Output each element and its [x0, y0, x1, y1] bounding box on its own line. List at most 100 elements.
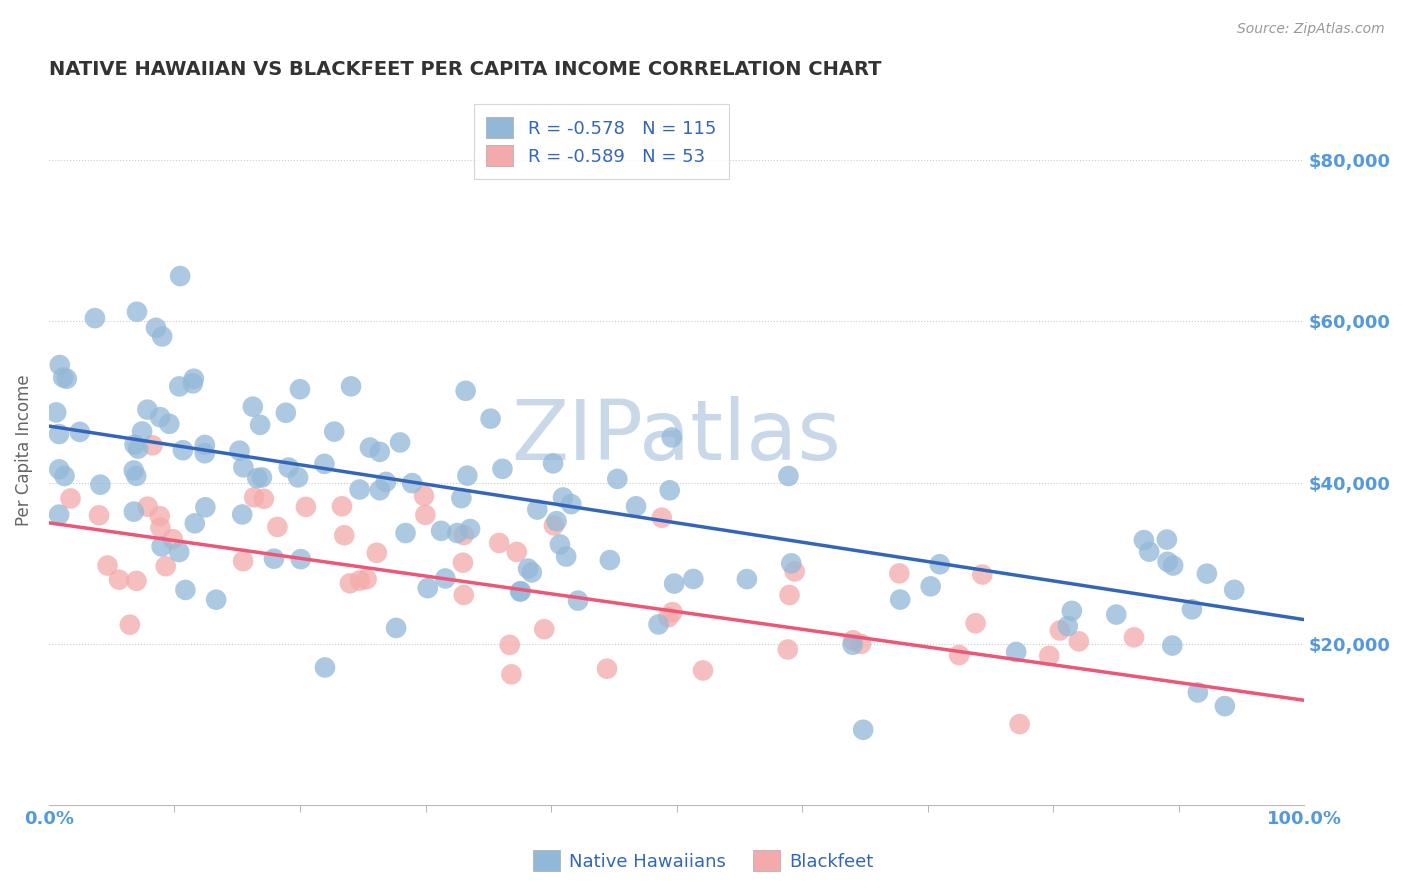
- Point: [657, 610, 679, 624]
- Point: [340, 379, 363, 393]
- Point: [780, 557, 803, 571]
- Point: [359, 441, 381, 455]
- Point: [183, 372, 205, 386]
- Point: [277, 460, 299, 475]
- Point: [1156, 533, 1178, 547]
- Point: [647, 617, 669, 632]
- Point: [48, 462, 70, 476]
- Point: [606, 472, 628, 486]
- Point: [692, 664, 714, 678]
- Point: [136, 500, 159, 514]
- Point: [430, 524, 453, 538]
- Point: [509, 584, 531, 599]
- Point: [131, 425, 153, 439]
- Legend: Native Hawaiians, Blackfeet: Native Hawaiians, Blackfeet: [526, 843, 880, 879]
- Point: [194, 446, 217, 460]
- Point: [184, 516, 207, 531]
- Point: [172, 443, 194, 458]
- Point: [149, 410, 172, 425]
- Text: ZIPatlas: ZIPatlas: [512, 395, 842, 476]
- Point: [194, 500, 217, 515]
- Point: [841, 638, 863, 652]
- Point: [205, 592, 228, 607]
- Point: [599, 553, 621, 567]
- Point: [551, 491, 574, 505]
- Point: [546, 514, 568, 528]
- Point: [450, 491, 472, 505]
- Point: [356, 572, 378, 586]
- Point: [150, 329, 173, 343]
- Point: [87, 508, 110, 523]
- Point: [48, 358, 70, 372]
- Point: [330, 500, 353, 514]
- Point: [453, 588, 475, 602]
- Point: [394, 526, 416, 541]
- Point: [1005, 645, 1028, 659]
- Point: [1067, 634, 1090, 648]
- Point: [548, 537, 571, 551]
- Point: [290, 552, 312, 566]
- Point: [1137, 544, 1160, 558]
- Point: [849, 637, 872, 651]
- Point: [288, 382, 311, 396]
- Point: [517, 561, 540, 575]
- Point: [661, 430, 683, 444]
- Point: [118, 617, 141, 632]
- Point: [1056, 619, 1078, 633]
- Point: [122, 505, 145, 519]
- Y-axis label: Per Capita Income: Per Capita Income: [15, 375, 32, 526]
- Point: [155, 559, 177, 574]
- Point: [458, 522, 481, 536]
- Point: [779, 588, 801, 602]
- Point: [145, 320, 167, 334]
- Point: [783, 565, 806, 579]
- Point: [889, 592, 911, 607]
- Point: [533, 622, 555, 636]
- Point: [150, 540, 173, 554]
- Point: [451, 556, 474, 570]
- Point: [776, 642, 799, 657]
- Point: [1060, 604, 1083, 618]
- Point: [413, 489, 436, 503]
- Point: [1105, 607, 1128, 622]
- Point: [454, 384, 477, 398]
- Point: [453, 528, 475, 542]
- Point: [323, 425, 346, 439]
- Point: [661, 605, 683, 619]
- Point: [1123, 631, 1146, 645]
- Point: [169, 268, 191, 283]
- Point: [651, 510, 673, 524]
- Point: [84, 311, 107, 326]
- Point: [1213, 699, 1236, 714]
- Point: [52, 370, 75, 384]
- Point: [45, 405, 67, 419]
- Point: [567, 593, 589, 607]
- Point: [526, 502, 548, 516]
- Point: [488, 536, 510, 550]
- Point: [374, 475, 396, 489]
- Point: [965, 616, 987, 631]
- Point: [167, 379, 190, 393]
- Point: [596, 662, 619, 676]
- Text: NATIVE HAWAIIAN VS BLACKFEET PER CAPITA INCOME CORRELATION CHART: NATIVE HAWAIIAN VS BLACKFEET PER CAPITA …: [49, 60, 882, 78]
- Point: [446, 526, 468, 541]
- Point: [389, 435, 412, 450]
- Point: [349, 574, 371, 588]
- Point: [55, 372, 77, 386]
- Point: [778, 469, 800, 483]
- Point: [624, 500, 647, 514]
- Point: [242, 400, 264, 414]
- Point: [972, 567, 994, 582]
- Point: [520, 566, 543, 580]
- Point: [415, 508, 437, 522]
- Point: [501, 667, 523, 681]
- Point: [167, 545, 190, 559]
- Point: [266, 520, 288, 534]
- Point: [253, 491, 276, 506]
- Point: [1049, 624, 1071, 638]
- Point: [127, 442, 149, 456]
- Point: [295, 500, 318, 514]
- Point: [162, 532, 184, 546]
- Point: [842, 633, 865, 648]
- Point: [1161, 639, 1184, 653]
